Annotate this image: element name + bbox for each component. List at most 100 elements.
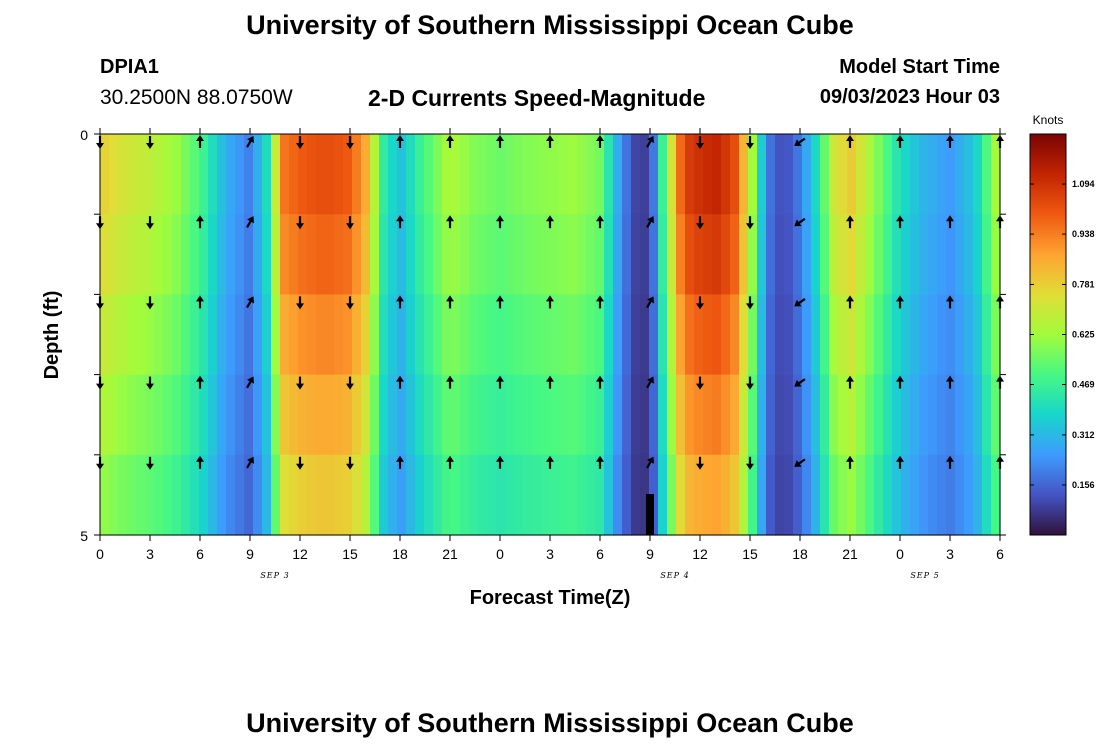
heatmap-cell bbox=[334, 214, 344, 295]
heatmap-cell bbox=[919, 454, 929, 536]
colorbar-gradient bbox=[1029, 133, 1067, 536]
heatmap-cell bbox=[811, 214, 821, 295]
heatmap-cell bbox=[856, 134, 866, 215]
heatmap-cell bbox=[190, 454, 200, 536]
x-tick-label: 18 bbox=[392, 546, 408, 562]
current-arrow bbox=[146, 376, 154, 390]
heatmap-cell bbox=[397, 134, 407, 215]
heatmap-cell bbox=[217, 374, 227, 456]
heatmap-cell bbox=[901, 134, 911, 215]
footer-title: University of Southern Mississippi Ocean… bbox=[246, 708, 854, 738]
heatmap-cell bbox=[532, 454, 542, 536]
current-arrow bbox=[746, 296, 754, 310]
heatmap-cell bbox=[964, 374, 974, 456]
heatmap-cell bbox=[379, 454, 389, 536]
heatmap-cell bbox=[703, 454, 713, 536]
current-arrow bbox=[596, 215, 604, 229]
heatmap-cell bbox=[307, 134, 317, 215]
heatmap-cell bbox=[361, 134, 371, 215]
current-arrow bbox=[346, 136, 354, 149]
heatmap-cell bbox=[100, 134, 110, 215]
heatmap-cell bbox=[154, 454, 164, 536]
heatmap-cell bbox=[244, 214, 254, 295]
axes: 0 3 6 9 12 15 18 21 0 3 6 9 12 15 18 21 0 3 6 SEP 3 SEP 4 SEP… bbox=[80, 127, 1006, 580]
heatmap-cell bbox=[847, 214, 857, 295]
heatmap-cell bbox=[136, 134, 146, 215]
heatmap-cell bbox=[154, 374, 164, 456]
heatmap-cell bbox=[982, 214, 992, 295]
heatmap-cell bbox=[298, 374, 308, 456]
heatmap-cell bbox=[181, 454, 191, 536]
heatmap-cell bbox=[982, 454, 992, 536]
heatmap-cell bbox=[685, 374, 695, 456]
heatmap-cell bbox=[415, 214, 425, 295]
heatmap-cell bbox=[388, 454, 398, 536]
heatmap-cell bbox=[604, 294, 614, 376]
heatmap-cell bbox=[739, 294, 749, 376]
heatmap-cell bbox=[775, 134, 785, 215]
current-arrow bbox=[646, 296, 654, 309]
heatmap-cell bbox=[496, 294, 506, 376]
heatmap-cell bbox=[334, 134, 344, 215]
heatmap-cell bbox=[586, 294, 596, 376]
heatmap-cell bbox=[280, 374, 290, 456]
heatmap-cell bbox=[325, 294, 335, 376]
heatmap-cell bbox=[469, 294, 479, 376]
heatmap-cell bbox=[793, 294, 803, 376]
current-arrow bbox=[546, 135, 554, 148]
heatmap-cell bbox=[613, 454, 623, 536]
current-arrow bbox=[696, 136, 704, 149]
heatmap-cells bbox=[100, 134, 1001, 536]
heatmap-cell bbox=[289, 374, 299, 456]
heatmap-cell bbox=[406, 374, 416, 456]
heatmap-cell bbox=[253, 294, 263, 376]
x-axis-title: Forecast Time(Z) bbox=[470, 587, 631, 609]
current-arrow bbox=[346, 376, 354, 390]
current-arrow bbox=[696, 376, 704, 390]
heatmap-cell bbox=[415, 374, 425, 456]
heatmap-cell bbox=[748, 214, 758, 295]
colorbar-tick-label: 0.625 bbox=[1072, 330, 1095, 340]
heatmap-cell bbox=[433, 214, 443, 295]
heatmap-cell bbox=[829, 294, 839, 376]
heatmap-cell bbox=[370, 294, 380, 376]
heatmap-cell bbox=[397, 374, 407, 456]
current-arrow bbox=[346, 296, 354, 310]
heatmap-cell bbox=[469, 214, 479, 295]
heatmap-cell bbox=[640, 214, 650, 295]
current-arrow bbox=[896, 295, 904, 309]
heatmap-cell bbox=[118, 294, 128, 376]
main-title: University of Southern Mississippi Ocean… bbox=[246, 10, 854, 40]
heatmap-cell bbox=[424, 454, 434, 536]
heatmap-cell bbox=[190, 214, 200, 295]
current-arrow bbox=[794, 217, 806, 227]
heatmap-cell bbox=[577, 134, 587, 215]
heatmap-cell bbox=[370, 454, 380, 536]
heatmap-cell bbox=[622, 214, 632, 295]
current-arrow bbox=[946, 455, 954, 469]
heatmap-cell bbox=[946, 214, 956, 295]
heatmap-cell bbox=[469, 454, 479, 536]
current-arrow bbox=[646, 376, 654, 389]
heatmap-cell bbox=[883, 134, 893, 215]
current-arrow bbox=[996, 135, 1004, 148]
heatmap-cell bbox=[577, 374, 587, 456]
heatmap-cell bbox=[217, 134, 227, 215]
heatmap-cell bbox=[262, 454, 272, 536]
y-axis-title: Depth (ft) bbox=[41, 291, 63, 380]
colorbar-tick-label: 0.781 bbox=[1072, 279, 1095, 289]
heatmap-cell bbox=[235, 214, 245, 295]
heatmap-cell bbox=[127, 294, 137, 376]
y-tick-label: 5 bbox=[80, 528, 88, 544]
model-start-label: Model Start Time bbox=[839, 56, 1000, 78]
heatmap-cell bbox=[712, 214, 722, 295]
heatmap-cell bbox=[226, 454, 236, 536]
heatmap-cell bbox=[757, 374, 767, 456]
current-arrow bbox=[946, 375, 954, 389]
heatmap-cell bbox=[883, 454, 893, 536]
heatmap-cell bbox=[955, 214, 965, 295]
heatmap-cell bbox=[325, 374, 335, 456]
heatmap-cell bbox=[145, 294, 155, 376]
heatmap-cell bbox=[352, 134, 362, 215]
heatmap-cell bbox=[703, 134, 713, 215]
